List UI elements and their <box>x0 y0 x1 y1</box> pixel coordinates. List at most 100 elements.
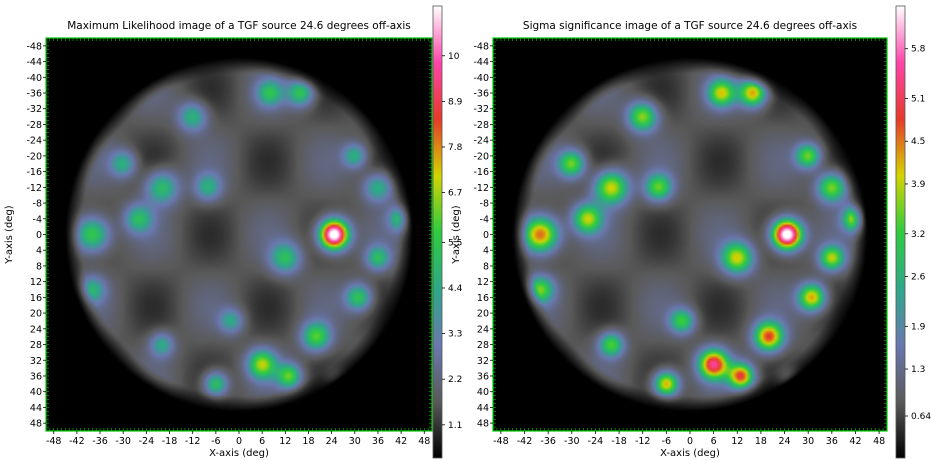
x-tick-label: 36 <box>826 436 838 447</box>
x-tick-label: 6 <box>259 436 265 447</box>
x-tick-label: 12 <box>279 436 291 447</box>
y-tick-label: -28 <box>26 120 42 131</box>
y-tick-label: 0 <box>36 230 42 241</box>
y-tick-label: -20 <box>473 151 489 162</box>
x-tick-label: -24 <box>588 436 604 447</box>
x-tick-label: 30 <box>802 436 814 447</box>
y-tick-label: 12 <box>477 277 489 288</box>
y-tick-label: -36 <box>26 89 42 100</box>
y-tick-label: -4 <box>480 214 489 225</box>
y-tick-label: 4 <box>483 246 489 257</box>
y-tick-label: 32 <box>477 356 489 367</box>
y-tick-label: 48 <box>477 419 489 430</box>
y-tick-label: 12 <box>30 277 42 288</box>
x-tick-label: 24 <box>779 436 791 447</box>
y-tick-label: -20 <box>26 151 42 162</box>
x-tick-label: 42 <box>395 436 407 447</box>
x-tick-label: -24 <box>139 436 155 447</box>
minor-ticks <box>492 37 888 432</box>
minor-ticks <box>45 37 433 432</box>
y-tick-label: -32 <box>26 104 42 115</box>
x-tick-label: -30 <box>564 436 580 447</box>
x-tick-label: -12 <box>185 436 201 447</box>
y-tick-label: 20 <box>477 309 489 320</box>
x-tick-label: 24 <box>326 436 338 447</box>
heatmap-image <box>46 38 432 431</box>
y-axis-label: Y-axis (deg) <box>4 205 15 264</box>
y-tick-label: 32 <box>30 356 42 367</box>
colorbar-tick-label: 2.6 <box>911 272 926 282</box>
y-tick-label: 40 <box>30 387 42 398</box>
x-tick-label: -6 <box>662 436 671 447</box>
x-axis-label: X-axis (deg) <box>209 448 269 459</box>
y-tick-label: -12 <box>473 183 489 194</box>
y-tick-label: -40 <box>473 73 489 84</box>
x-tick-label: 30 <box>349 436 361 447</box>
y-tick-label: 0 <box>483 230 489 241</box>
panel-2: Sigma significance image of a TGF source… <box>451 5 931 459</box>
heatmap-image <box>493 38 887 431</box>
y-tick-label: 8 <box>36 261 42 272</box>
y-tick-label: -8 <box>33 199 42 210</box>
x-tick-label: -48 <box>46 436 62 447</box>
y-tick-label: -24 <box>473 136 489 147</box>
colorbar <box>895 5 906 459</box>
x-tick-label: -6 <box>211 436 220 447</box>
colorbar-tick-label: 5.1 <box>911 95 925 105</box>
y-tick-label: 8 <box>483 261 489 272</box>
colorbar-tick-label: 10 <box>448 52 460 62</box>
x-tick-label: 48 <box>418 436 430 447</box>
y-tick-label: 40 <box>477 387 489 398</box>
y-tick-label: -48 <box>26 41 42 52</box>
y-tick-label: 28 <box>477 340 489 351</box>
x-tick-label: -30 <box>115 436 131 447</box>
x-tick-label: 6 <box>711 436 717 447</box>
y-tick-label: -28 <box>473 120 489 131</box>
y-tick-label: 48 <box>30 419 42 430</box>
colorbar-tick-label: 4.4 <box>448 284 463 294</box>
colorbar-tick-label: 5.5 <box>448 238 462 248</box>
y-axis-label: Y-axis (deg) <box>451 205 462 264</box>
y-tick-label: -48 <box>473 41 489 52</box>
y-tick-label: 16 <box>477 293 489 304</box>
x-axis-label: X-axis (deg) <box>660 448 720 459</box>
x-tick-label: 12 <box>731 436 743 447</box>
y-tick-label: -44 <box>26 57 42 68</box>
y-tick-label: -40 <box>26 73 42 84</box>
x-tick-label: -42 <box>517 436 533 447</box>
colorbar-tick-label: 5.8 <box>911 45 926 55</box>
y-tick-label: 36 <box>477 371 489 382</box>
x-tick-label: 18 <box>302 436 314 447</box>
y-tick-label: -36 <box>473 89 489 100</box>
y-tick-label: -12 <box>26 183 42 194</box>
y-tick-label: -16 <box>26 167 42 178</box>
y-tick-label: 20 <box>30 309 42 320</box>
x-tick-label: 18 <box>755 436 767 447</box>
y-tick-label: -8 <box>480 199 489 210</box>
x-tick-label: 0 <box>687 436 693 447</box>
colorbar-tick-label: 6.7 <box>448 189 462 199</box>
colorbar-tick-label: 1.9 <box>911 322 926 332</box>
y-tick-label: 28 <box>30 340 42 351</box>
colorbar <box>432 5 443 459</box>
colorbar-tick-label: 1.1 <box>448 421 462 431</box>
colorbar-tick-label: 8.9 <box>448 97 463 107</box>
x-tick-label: 36 <box>372 436 384 447</box>
colorbar-tick-label: 1.3 <box>911 365 925 375</box>
y-tick-label: 44 <box>30 403 42 414</box>
y-tick-label: -16 <box>473 167 489 178</box>
chart-title: Sigma significance image of a TGF source… <box>523 20 857 32</box>
panel-1: Maximum Likelihood image of a TGF source… <box>4 5 463 459</box>
x-tick-label: -48 <box>493 436 509 447</box>
x-tick-label: -18 <box>611 436 627 447</box>
y-tick-label: 4 <box>36 246 42 257</box>
x-tick-label: -12 <box>635 436 651 447</box>
y-tick-label: 24 <box>30 324 42 335</box>
y-tick-label: -32 <box>473 104 489 115</box>
colorbar-tick-label: 0.64 <box>911 412 931 422</box>
y-tick-label: 16 <box>30 293 42 304</box>
colorbar-tick-label: 4.5 <box>911 137 925 147</box>
y-tick-label: 24 <box>477 324 489 335</box>
x-tick-label: 0 <box>236 436 242 447</box>
colorbar-tick-label: 3.2 <box>911 230 925 240</box>
